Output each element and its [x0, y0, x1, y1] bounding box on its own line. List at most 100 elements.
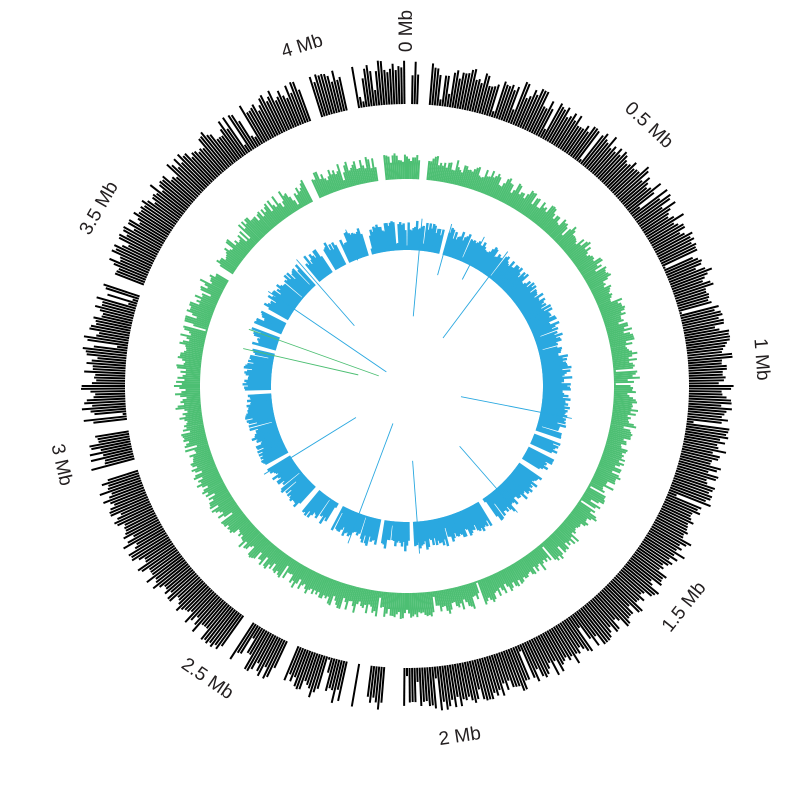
outer-track-bin	[176, 153, 210, 187]
outer-track-bin	[587, 601, 611, 628]
outer-track-bin	[265, 100, 284, 134]
outer-track-bin	[158, 184, 189, 209]
middle-track-bin	[466, 171, 474, 189]
outer-track-bin	[533, 637, 551, 669]
outer-track-bin	[656, 516, 689, 535]
outer-track-bin	[191, 597, 223, 633]
outer-track-bin	[686, 420, 694, 424]
outer-track-bin	[436, 74, 442, 106]
inner-track-bin	[527, 446, 555, 462]
middle-track-bin	[370, 590, 375, 607]
middle-track-bin	[435, 590, 440, 606]
outer-track-bin	[561, 620, 581, 648]
middle-track-bin	[204, 283, 223, 294]
outer-track-bin	[376, 60, 383, 106]
outer-track-bin	[236, 623, 257, 654]
inner-track-bin	[516, 464, 538, 482]
outer-track-bin	[567, 616, 594, 652]
outer-track-bin	[688, 395, 727, 399]
inner-track-bin	[454, 239, 465, 260]
middle-track-bin	[431, 591, 435, 598]
inner-track-bin	[289, 480, 311, 502]
middle-track-bin	[393, 153, 397, 180]
inner-track-bin	[294, 483, 314, 504]
outer-track-bin	[651, 225, 686, 247]
middle-track-bin	[468, 583, 475, 598]
inner-track-bin	[256, 317, 284, 332]
middle-track-bin	[192, 457, 214, 468]
inner-track-bin	[483, 256, 498, 276]
middle-track-bin	[257, 542, 273, 560]
middle-track-bin	[513, 192, 526, 210]
outer-track-bin	[118, 267, 147, 281]
inner-track-bin	[539, 350, 562, 358]
outer-track-bin	[674, 288, 707, 300]
outer-track-bin	[204, 607, 234, 644]
outer-track-bin	[326, 657, 333, 673]
outer-track-bin	[530, 106, 546, 134]
middle-track-bin	[607, 436, 627, 444]
inner-track-bin	[332, 248, 344, 267]
outer-track-bin	[663, 500, 693, 515]
outer-track-bin	[258, 98, 279, 136]
outer-track-bin	[451, 70, 460, 108]
middle-track-bin	[555, 528, 570, 542]
outer-track-bin	[521, 642, 541, 682]
middle-track-bin	[593, 473, 616, 485]
inner-track-bin	[511, 282, 535, 302]
inner-track-bin	[540, 356, 563, 364]
outer-track-bin	[215, 613, 243, 650]
outer-track-bin	[411, 75, 414, 105]
outer-track-bin	[495, 653, 510, 691]
middle-track-bin	[492, 184, 501, 199]
inner-track-bin	[271, 291, 297, 310]
outer-track-bin	[123, 525, 163, 550]
outer-track-bin	[688, 362, 722, 367]
middle-track-bin	[185, 346, 204, 352]
outer-track-bin	[476, 73, 489, 114]
middle-track-bin	[592, 284, 612, 296]
middle-track-bin	[317, 575, 327, 593]
middle-track-bin	[175, 392, 201, 396]
outer-track-bin	[595, 594, 620, 621]
outer-track-bin	[201, 599, 225, 626]
middle-track-bin	[572, 251, 589, 264]
inner-track-bin	[244, 411, 274, 420]
middle-track-bin	[439, 590, 444, 608]
outer-track-bin	[512, 646, 528, 681]
inner-track-bin	[323, 242, 341, 269]
outer-track-bin	[498, 652, 510, 681]
middle-track-bin	[613, 401, 633, 406]
outer-track-black	[81, 60, 734, 711]
inner-track-bin	[542, 397, 566, 403]
middle-track-bin	[586, 488, 605, 500]
outer-track-bin	[164, 564, 191, 588]
outer-track-bin	[243, 630, 268, 670]
inner-track-bin	[247, 406, 273, 413]
middle-track-bin	[562, 237, 577, 251]
middle-track-bin	[585, 489, 606, 503]
middle-track-bin	[180, 394, 201, 398]
middle-track-bin	[526, 553, 540, 572]
outer-track-bin	[686, 341, 728, 350]
inner-track-bin	[340, 509, 352, 531]
middle-track-bin	[382, 591, 386, 608]
outer-track-bin	[126, 234, 160, 254]
outer-track-bin	[471, 78, 481, 112]
outer-track-bin	[96, 379, 126, 382]
inner-track-bin	[370, 248, 375, 255]
middle-track-bin	[264, 211, 278, 226]
outer-track-bin	[109, 495, 149, 515]
inner-track-bin	[526, 310, 550, 325]
outer-track-bin	[288, 81, 307, 124]
outer-track-bin	[383, 69, 388, 105]
outer-track-bin	[171, 164, 203, 194]
inner-track-bin	[303, 491, 324, 517]
inner-track-bin	[248, 403, 273, 409]
inner-track-bin	[244, 371, 272, 376]
inner-track-bin	[417, 521, 422, 549]
middle-track-bin	[590, 479, 604, 488]
outer-track-bin	[209, 610, 238, 648]
outer-track-bin	[648, 529, 683, 551]
outer-track-bin	[328, 658, 338, 689]
